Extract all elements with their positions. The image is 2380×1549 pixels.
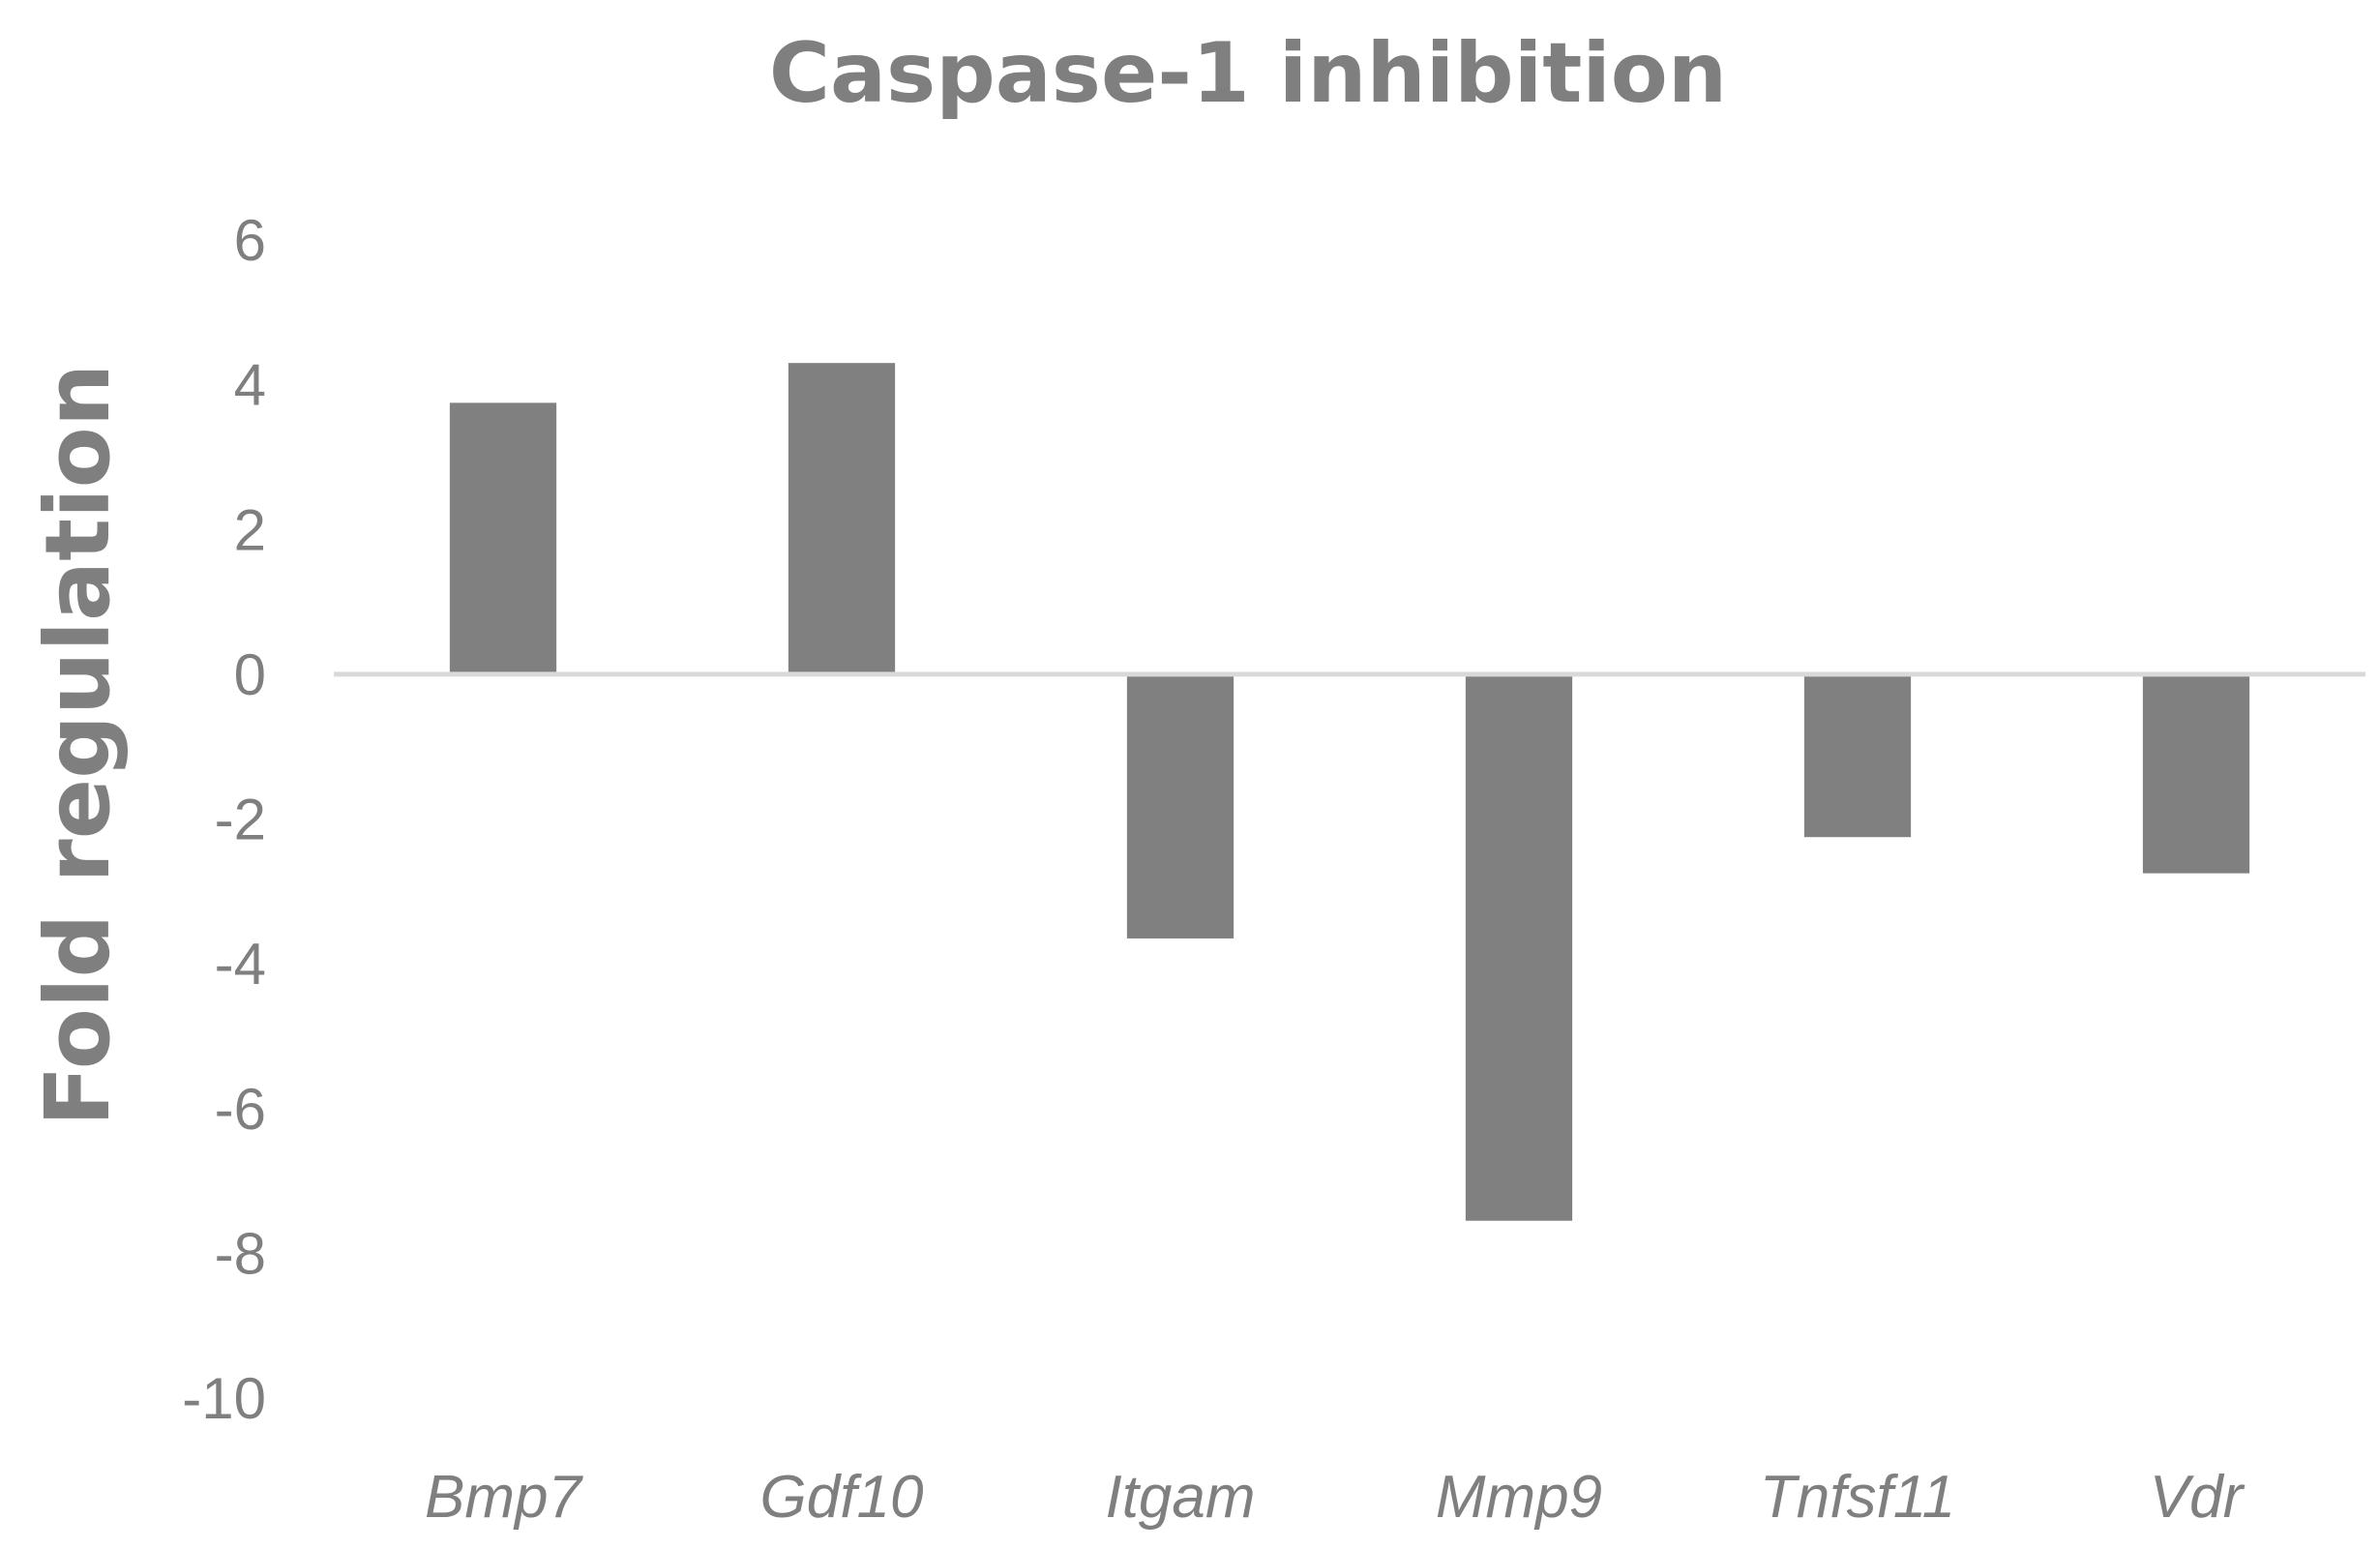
x-tick-label: Vdr <box>2150 1464 2246 1531</box>
bar-vdr <box>2142 673 2250 874</box>
bar-tnfsf11 <box>1803 673 1912 838</box>
y-tick-label: 0 <box>234 642 266 707</box>
x-tick-label: Itgam <box>1105 1464 1255 1531</box>
x-tick-label: Tnfsf11 <box>1760 1464 1955 1531</box>
bar-gdf10 <box>788 363 896 674</box>
y-tick-label: 2 <box>234 497 266 562</box>
bar-itgam <box>1126 673 1235 938</box>
y-tick-labels: 6 4 2 0 -2 -4 -6 -8 -10 <box>182 208 266 1431</box>
x-tick-label: Bmp7 <box>425 1464 583 1531</box>
y-tick-label: -2 <box>215 788 266 852</box>
y-tick-label: -8 <box>215 1221 266 1286</box>
y-tick-label: -4 <box>215 932 266 997</box>
x-tick-label: Mmp9 <box>1436 1464 1602 1531</box>
bar-mmp9 <box>1465 673 1573 1221</box>
y-tick-label: -10 <box>182 1366 266 1431</box>
x-tick-label: Gdf10 <box>760 1464 924 1531</box>
y-axis-label: Fold regulation <box>26 364 130 1127</box>
y-tick-label: 4 <box>234 353 266 418</box>
chart-title: Caspase-1 inhibition <box>769 25 1727 122</box>
bars <box>449 363 2250 1221</box>
y-tick-label: -6 <box>215 1077 266 1142</box>
x-tick-labels: Bmp7 Gdf10 Itgam Mmp9 Tnfsf11 Vdr <box>425 1464 2246 1531</box>
y-tick-label: 6 <box>234 208 266 273</box>
bar-bmp7 <box>449 402 557 674</box>
